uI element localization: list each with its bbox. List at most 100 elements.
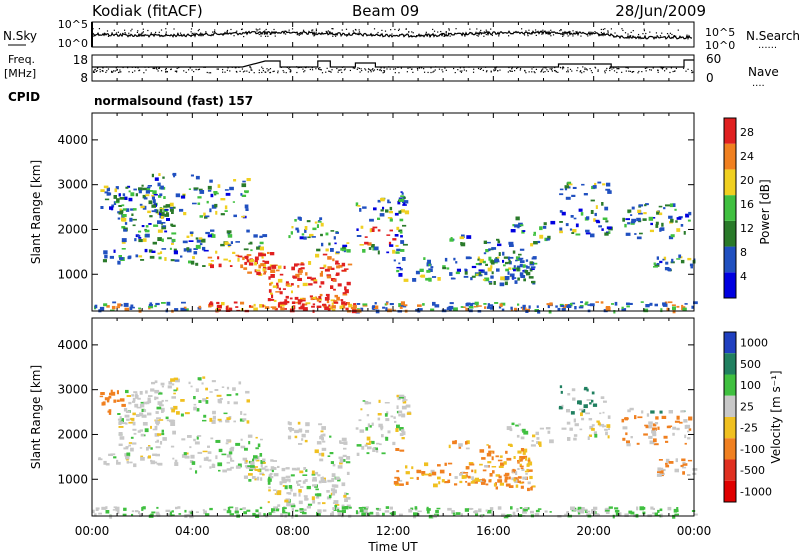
data-cell: [282, 479, 287, 484]
data-cell: [167, 385, 172, 389]
data-cell: [602, 183, 606, 186]
data-cell: [504, 479, 508, 483]
data-cell: [258, 252, 263, 257]
data-cell: [220, 198, 226, 201]
data-cell: [400, 240, 405, 244]
freq-dot: [510, 70, 512, 72]
data-cell: [537, 240, 541, 244]
data-cell: [547, 235, 551, 240]
freq-dot: [626, 66, 628, 68]
data-cell: [482, 478, 485, 482]
data-cell: [560, 390, 563, 394]
data-cell: [327, 256, 332, 260]
data-cell: [159, 209, 163, 214]
data-cell: [488, 282, 493, 285]
noise-search-dot: [141, 32, 143, 34]
data-cell: [567, 393, 571, 396]
data-cell: [308, 261, 312, 265]
data-cell: [645, 425, 649, 429]
data-cell: [581, 409, 586, 413]
data-cell: [403, 278, 409, 282]
data-cell: [588, 418, 593, 421]
noise-search-dot: [236, 30, 238, 32]
data-cell: [628, 510, 633, 514]
data-cell: [148, 400, 152, 404]
data-cell: [210, 437, 214, 440]
data-cell: [180, 413, 184, 417]
freq-dot: [461, 70, 463, 72]
data-cell: [341, 262, 346, 267]
data-cell: [225, 306, 229, 310]
data-cell: [401, 429, 405, 433]
freq-dot: [495, 66, 497, 69]
data-cell: [625, 218, 630, 221]
data-cell: [485, 263, 488, 266]
freq-dot: [386, 68, 388, 70]
freq-dot: [131, 71, 134, 73]
noise-search-dot: [332, 35, 334, 37]
data-cell: [642, 218, 647, 221]
data-cell: [161, 399, 164, 402]
data-cell: [372, 448, 376, 452]
data-cell: [128, 442, 132, 444]
data-cell: [547, 305, 550, 309]
data-cell: [693, 513, 698, 516]
range-tick-label: 2000: [57, 222, 88, 236]
freq-dot: [591, 71, 593, 74]
data-cell: [536, 437, 540, 440]
data-cell: [294, 435, 298, 439]
data-cell: [625, 232, 631, 236]
data-cell: [502, 259, 505, 263]
data-cell: [118, 193, 121, 197]
cpid-value: normalsound (fast) 157: [94, 94, 253, 108]
data-cell: [500, 276, 505, 281]
data-cell: [642, 511, 646, 515]
data-cell: [652, 432, 657, 435]
data-cell: [536, 305, 539, 308]
data-cell: [254, 478, 257, 481]
data-cell: [223, 508, 227, 511]
data-cell: [267, 501, 270, 504]
noise-search-dot: [345, 28, 348, 30]
data-cell: [370, 244, 375, 248]
data-cell: [116, 461, 121, 465]
data-cell: [527, 481, 531, 485]
data-cell: [545, 427, 551, 430]
data-cell: [116, 390, 119, 395]
data-cell: [624, 223, 627, 228]
data-cell: [139, 513, 142, 517]
data-cell: [559, 385, 563, 389]
freq-dot: [632, 70, 635, 73]
data-cell: [459, 473, 463, 476]
data-cell: [269, 472, 273, 475]
noise-search-dot: [319, 32, 321, 35]
data-cell: [516, 434, 520, 438]
data-cell: [268, 289, 272, 293]
freq-dot: [577, 67, 579, 69]
noise-search-dot: [341, 29, 343, 31]
data-cell: [118, 432, 123, 436]
data-cell: [452, 512, 455, 515]
data-cell: [116, 459, 119, 462]
noise-search-dot: [315, 28, 318, 30]
data-cell: [336, 251, 340, 254]
data-cell: [117, 217, 121, 220]
data-cell: [523, 508, 528, 512]
data-cell: [305, 469, 308, 472]
data-cell: [100, 206, 104, 209]
data-cell: [294, 296, 299, 300]
data-cell: [301, 438, 304, 441]
data-cell: [251, 476, 256, 479]
data-cell: [244, 447, 248, 451]
data-cell: [270, 306, 275, 308]
data-cell: [243, 267, 248, 270]
data-cell: [531, 280, 536, 284]
data-cell: [173, 377, 179, 381]
data-cell: [297, 263, 300, 266]
data-cell: [629, 407, 634, 411]
data-cell: [614, 301, 618, 306]
data-cell: [174, 259, 180, 262]
data-cell: [199, 243, 203, 246]
data-cell: [444, 257, 448, 262]
